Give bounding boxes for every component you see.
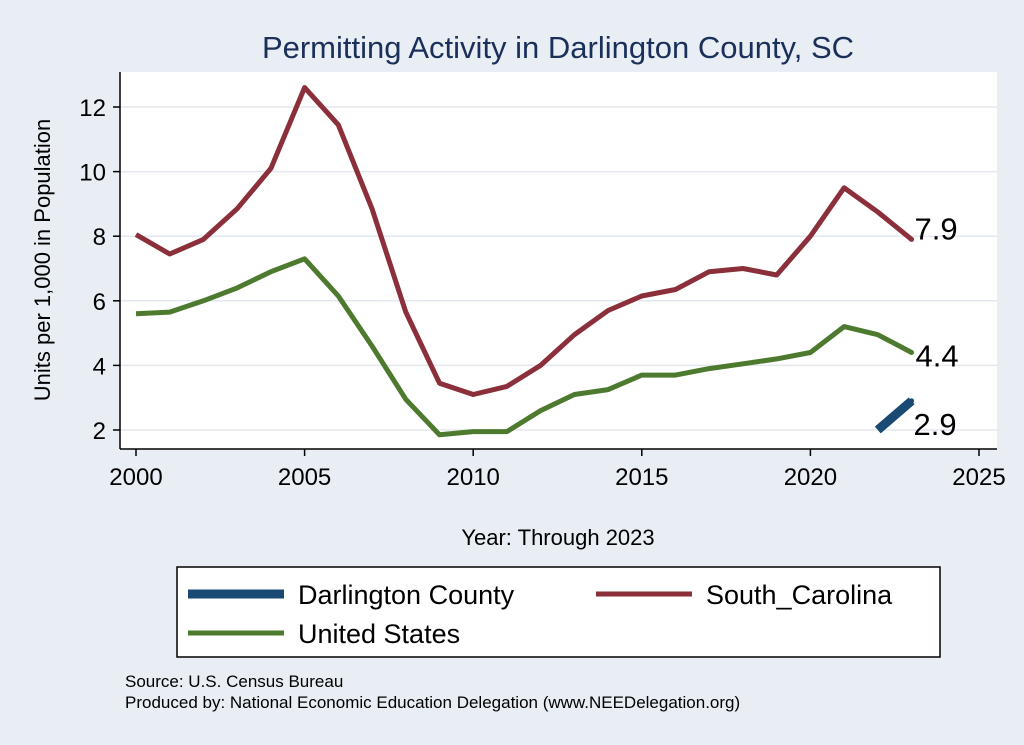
y-tick-label: 2 (93, 418, 106, 445)
legend-box (176, 566, 941, 658)
y-tick-label: 12 (79, 95, 106, 122)
x-axis-title: Year: Through 2023 (461, 525, 654, 550)
series-end-point (909, 398, 915, 404)
end-label-darlington-county: 2.9 (914, 407, 957, 442)
legend-label-darlington: Darlington County (298, 580, 515, 610)
y-tick-label: 10 (79, 160, 106, 187)
axes: 2 4 6 8 10 12 2000 2005 2010 2015 2020 2025 (79, 72, 1006, 491)
x-tick-label: 2025 (952, 464, 1005, 491)
producer-note: Produced by: National Economic Education… (125, 693, 740, 712)
plot-area (120, 72, 997, 449)
y-tick-label: 8 (93, 224, 106, 251)
legend: Darlington County South_Carolina United … (176, 566, 941, 658)
x-tick-label: 2020 (784, 464, 837, 491)
end-label-united-states: 4.4 (916, 338, 959, 373)
end-labels: 2.9 7.9 4.4 (914, 211, 959, 442)
chart-title: Permitting Activity in Darlington County… (262, 30, 854, 65)
end-label-south-carolina: 7.9 (915, 211, 958, 246)
series-line-darlington-county (874, 397, 915, 434)
x-tick-label: 2000 (109, 464, 162, 491)
legend-label-south-carolina: South_Carolina (706, 580, 893, 610)
series-end-point (909, 236, 915, 242)
y-tick-label: 4 (93, 353, 106, 380)
series-lines (134, 85, 915, 438)
y-axis-title: Units per 1,000 in Population (30, 119, 55, 402)
x-tick-label: 2010 (447, 464, 500, 491)
source-note: Source: U.S. Census Bureau (125, 672, 343, 691)
series-end-point (909, 349, 915, 355)
x-tick-label: 2015 (615, 464, 668, 491)
series-line-south-carolina (134, 85, 914, 397)
y-tick-label: 6 (93, 289, 106, 316)
series-line-united-states (135, 256, 913, 438)
legend-label-united-states: United States (298, 619, 460, 649)
x-tick-label: 2005 (278, 464, 331, 491)
